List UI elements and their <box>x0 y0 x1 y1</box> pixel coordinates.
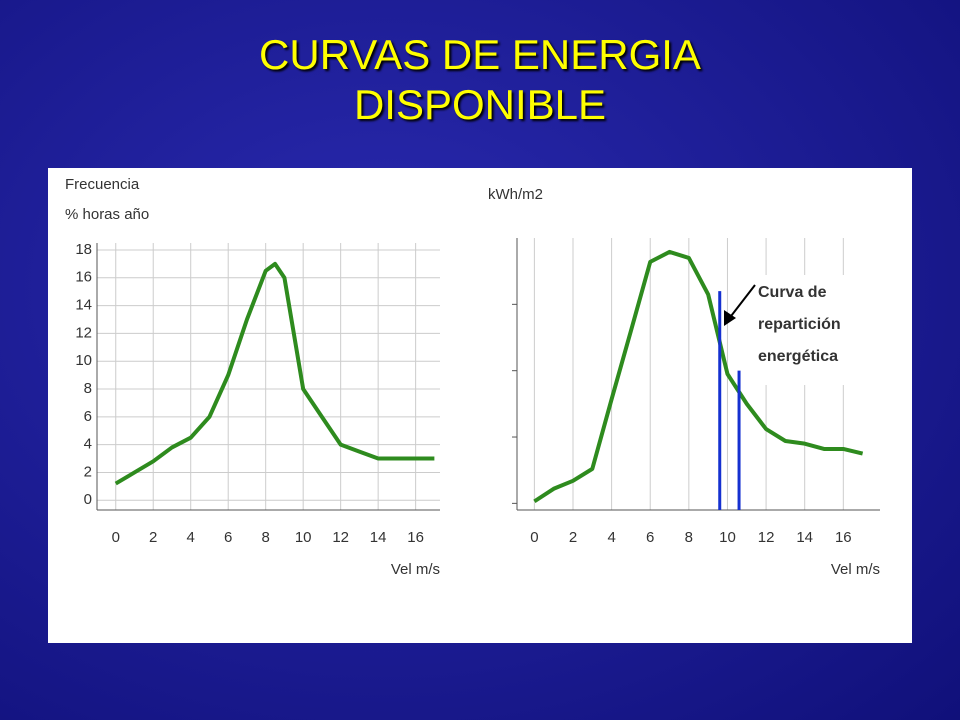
y-tick-label: 4 <box>84 436 92 453</box>
slide-title: CURVAS DE ENERGIA DISPONIBLE <box>259 31 701 128</box>
data-line <box>533 249 864 504</box>
x-tick-label: 16 <box>407 529 424 546</box>
x-tick-label: 8 <box>262 529 270 546</box>
x-axis-label: Vel m/s <box>831 561 880 578</box>
y-tick-label: 14 <box>75 297 92 314</box>
x-tick-label: 10 <box>719 529 736 546</box>
x-tick-label: 12 <box>758 529 775 546</box>
annotation: energética <box>758 348 838 365</box>
x-tick-label: 0 <box>530 529 538 546</box>
x-tick-label: 14 <box>796 529 813 546</box>
y-tick-label: 10 <box>75 352 92 369</box>
panel <box>48 168 912 643</box>
x-tick-label: 14 <box>370 529 387 546</box>
x-tick-label: 4 <box>187 529 195 546</box>
x-tick-label: 8 <box>685 529 693 546</box>
x-tick-label: 2 <box>569 529 577 546</box>
x-tick-label: 12 <box>332 529 349 546</box>
y-axis-label: % horas año <box>65 206 149 223</box>
arrow <box>727 284 756 321</box>
x-tick-label: 2 <box>149 529 157 546</box>
y-tick-label: 12 <box>75 324 92 341</box>
y-tick-label: 8 <box>84 380 92 397</box>
x-tick-label: 10 <box>295 529 312 546</box>
annotation: repartición <box>758 316 841 333</box>
x-tick-label: 4 <box>607 529 615 546</box>
y-axis-label: Frecuencia <box>65 176 140 193</box>
y-tick-label: 2 <box>84 463 92 480</box>
x-axis-label: Vel m/s <box>391 561 440 578</box>
y-tick-label: 18 <box>75 241 92 258</box>
x-tick-label: 16 <box>835 529 852 546</box>
y-tick-label: 6 <box>84 408 92 425</box>
arrow-head <box>724 310 736 326</box>
annotation: Curva de <box>758 284 827 301</box>
x-tick-label: 6 <box>224 529 232 546</box>
y-axis-label: kWh/m2 <box>488 186 543 203</box>
y-tick-label: 16 <box>75 269 92 286</box>
x-tick-label: 6 <box>646 529 654 546</box>
annotation-box <box>750 275 870 385</box>
data-line <box>114 261 435 486</box>
x-tick-label: 0 <box>112 529 120 546</box>
y-tick-label: 0 <box>84 491 92 508</box>
